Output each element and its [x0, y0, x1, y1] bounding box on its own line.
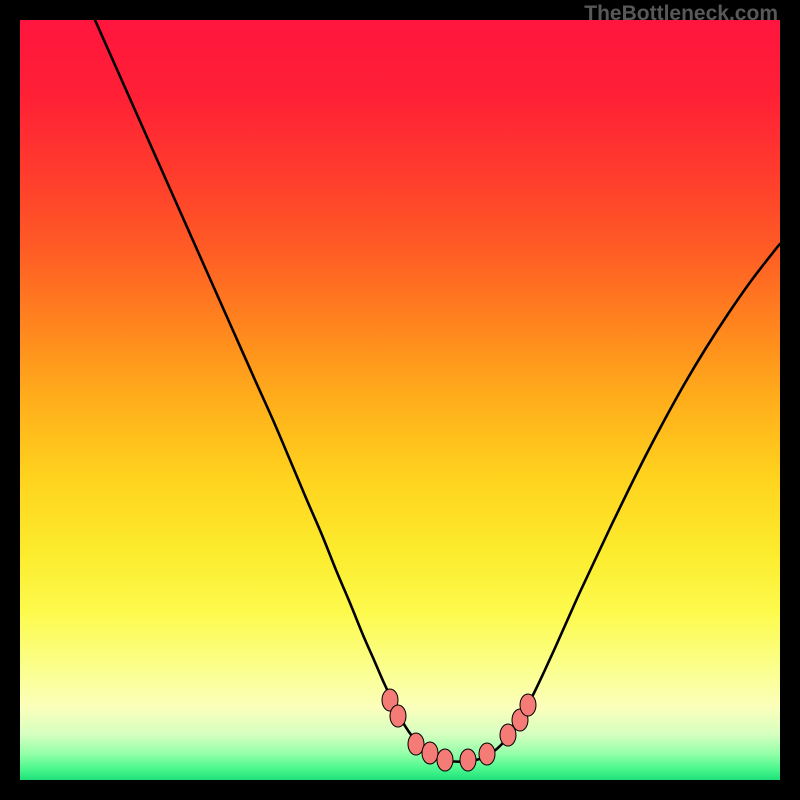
chart-frame: TheBottleneck.com: [0, 0, 800, 800]
curve-marker: [390, 705, 406, 727]
chart-svg: [20, 20, 780, 780]
curve-marker: [479, 743, 495, 765]
curve-marker: [520, 694, 536, 716]
gradient-background: [20, 20, 780, 780]
plot-area: [20, 20, 780, 780]
watermark-text: TheBottleneck.com: [584, 2, 778, 26]
curve-marker: [437, 749, 453, 771]
curve-marker: [460, 749, 476, 771]
curve-marker: [422, 742, 438, 764]
